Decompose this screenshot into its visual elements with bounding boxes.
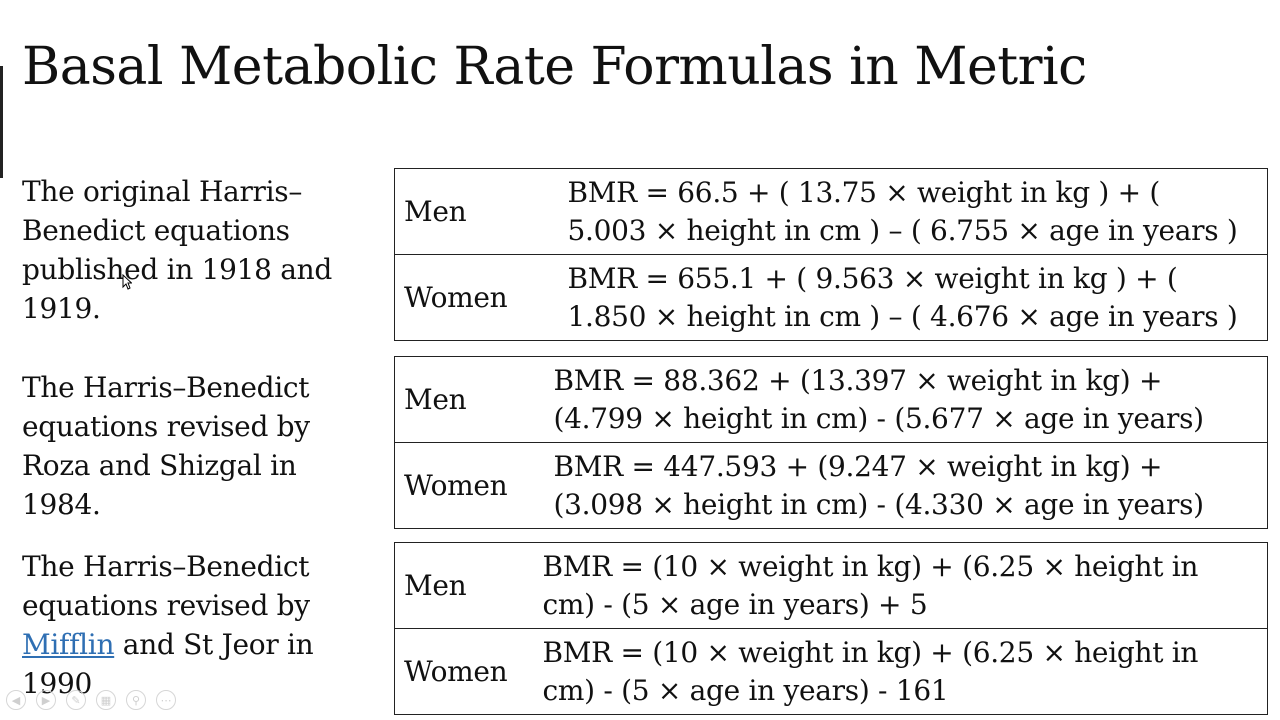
slide-edge-marker bbox=[0, 66, 3, 178]
formula-men: BMR = 66.5 + ( 13.75 × weight in kg ) + … bbox=[566, 168, 1268, 255]
formula-men: BMR = 88.362 + (13.397 × weight in kg) +… bbox=[553, 356, 1268, 443]
section-1-formula-table: Men BMR = 66.5 + ( 13.75 × weight in kg … bbox=[394, 168, 1268, 341]
row-label-women: Women bbox=[394, 628, 542, 715]
presentation-toolbar: ◀ ▶ ✎ ▦ ⚲ ⋯ bbox=[6, 690, 176, 710]
section-3-formula-table: Men BMR = (10 × weight in kg) + (6.25 × … bbox=[394, 542, 1268, 715]
table-row: Women BMR = (10 × weight in kg) + (6.25 … bbox=[394, 628, 1268, 715]
section-2-description: The Harris–Benedict equations revised by… bbox=[22, 371, 310, 521]
section-3-description: The Harris–Benedict equations revised by… bbox=[22, 547, 352, 703]
formula-women: BMR = (10 × weight in kg) + (6.25 × heig… bbox=[541, 628, 1268, 715]
slides-grid-icon[interactable]: ▦ bbox=[96, 690, 116, 710]
section-2-formula-table: Men BMR = 88.362 + (13.397 × weight in k… bbox=[394, 356, 1268, 529]
more-options-icon[interactable]: ⋯ bbox=[156, 690, 176, 710]
row-label-men: Men bbox=[394, 542, 542, 629]
formula-women: BMR = 447.593 + (9.247 × weight in kg) +… bbox=[553, 442, 1268, 529]
table-row: Men BMR = 88.362 + (13.397 × weight in k… bbox=[394, 356, 1268, 443]
row-label-women: Women bbox=[394, 254, 567, 341]
mouse-cursor-icon bbox=[122, 274, 132, 290]
next-slide-icon[interactable]: ▶ bbox=[36, 690, 56, 710]
section-3-description-prefix: The Harris–Benedict equations revised by bbox=[22, 550, 310, 622]
previous-slide-icon[interactable]: ◀ bbox=[6, 690, 26, 710]
section-3-description-rest: and St Jeor in 1990 bbox=[22, 628, 314, 700]
table-row: Men BMR = (10 × weight in kg) + (6.25 × … bbox=[394, 542, 1268, 629]
row-label-women: Women bbox=[394, 442, 554, 529]
slide-title: Basal Metabolic Rate Formulas in Metric bbox=[22, 37, 1087, 97]
section-1-description: The original Harris–Benedict equations p… bbox=[22, 175, 332, 325]
mifflin-link[interactable]: Mifflin bbox=[22, 628, 115, 661]
row-label-men: Men bbox=[394, 356, 554, 443]
row-label-men: Men bbox=[394, 168, 567, 255]
zoom-icon[interactable]: ⚲ bbox=[126, 690, 146, 710]
table-row: Men BMR = 66.5 + ( 13.75 × weight in kg … bbox=[394, 168, 1268, 255]
table-row: Women BMR = 655.1 + ( 9.563 × weight in … bbox=[394, 254, 1268, 341]
pen-icon[interactable]: ✎ bbox=[66, 690, 86, 710]
formula-men: BMR = (10 × weight in kg) + (6.25 × heig… bbox=[541, 542, 1268, 629]
formula-women: BMR = 655.1 + ( 9.563 × weight in kg ) +… bbox=[566, 254, 1268, 341]
table-row: Women BMR = 447.593 + (9.247 × weight in… bbox=[394, 442, 1268, 529]
